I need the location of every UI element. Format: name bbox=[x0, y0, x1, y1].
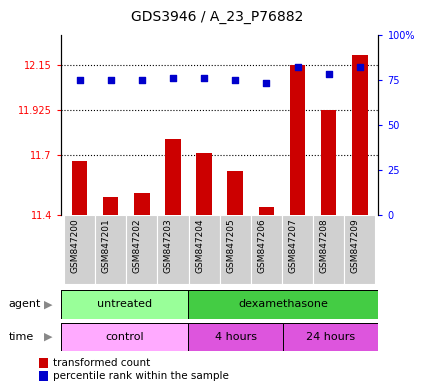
Bar bbox=[39, 371, 48, 381]
Bar bbox=[351, 55, 367, 384]
Bar bbox=[95, 215, 126, 284]
Text: ▶: ▶ bbox=[43, 332, 52, 342]
Bar bbox=[126, 215, 157, 284]
Bar bbox=[188, 215, 219, 284]
Bar bbox=[227, 171, 243, 384]
Bar bbox=[134, 193, 149, 384]
Bar bbox=[187, 290, 378, 319]
Text: GSM847204: GSM847204 bbox=[195, 218, 204, 273]
Point bbox=[324, 71, 331, 77]
Bar bbox=[312, 215, 343, 284]
Text: GDS3946 / A_23_P76882: GDS3946 / A_23_P76882 bbox=[131, 10, 303, 23]
Bar bbox=[64, 215, 95, 284]
Text: transformed count: transformed count bbox=[53, 358, 150, 368]
Bar bbox=[103, 197, 118, 384]
Bar bbox=[39, 358, 48, 368]
Point bbox=[293, 64, 300, 70]
Bar bbox=[61, 290, 187, 319]
Point bbox=[138, 77, 145, 83]
Bar bbox=[320, 110, 335, 384]
Text: GSM847205: GSM847205 bbox=[226, 218, 235, 273]
Text: GSM847201: GSM847201 bbox=[102, 218, 111, 273]
Text: time: time bbox=[9, 332, 34, 342]
Bar bbox=[61, 323, 187, 351]
Text: GSM847209: GSM847209 bbox=[350, 218, 359, 273]
Text: GSM847208: GSM847208 bbox=[319, 218, 328, 273]
Text: GSM847200: GSM847200 bbox=[70, 218, 79, 273]
Bar bbox=[289, 65, 305, 384]
Text: agent: agent bbox=[9, 299, 41, 310]
Text: 4 hours: 4 hours bbox=[214, 332, 256, 342]
Text: GSM847202: GSM847202 bbox=[132, 218, 141, 273]
Bar bbox=[219, 215, 250, 284]
Text: control: control bbox=[105, 332, 143, 342]
Point bbox=[76, 77, 83, 83]
Bar bbox=[196, 153, 211, 384]
Text: ▶: ▶ bbox=[43, 299, 52, 310]
Bar bbox=[250, 215, 281, 284]
Point bbox=[200, 75, 207, 81]
Point bbox=[107, 77, 114, 83]
Text: GSM847207: GSM847207 bbox=[288, 218, 297, 273]
Text: 24 hours: 24 hours bbox=[306, 332, 355, 342]
Bar bbox=[187, 323, 283, 351]
Text: GSM847206: GSM847206 bbox=[257, 218, 266, 273]
Bar bbox=[283, 323, 378, 351]
Bar bbox=[343, 215, 375, 284]
Text: dexamethasone: dexamethasone bbox=[238, 299, 327, 310]
Point bbox=[231, 77, 238, 83]
Bar bbox=[258, 207, 273, 384]
Text: GSM847203: GSM847203 bbox=[164, 218, 173, 273]
Point bbox=[262, 80, 269, 86]
Text: percentile rank within the sample: percentile rank within the sample bbox=[53, 371, 228, 381]
Bar bbox=[72, 161, 87, 384]
Bar bbox=[281, 215, 312, 284]
Point bbox=[169, 75, 176, 81]
Point bbox=[355, 64, 362, 70]
Bar bbox=[165, 139, 181, 384]
Text: untreated: untreated bbox=[97, 299, 151, 310]
Bar bbox=[157, 215, 188, 284]
